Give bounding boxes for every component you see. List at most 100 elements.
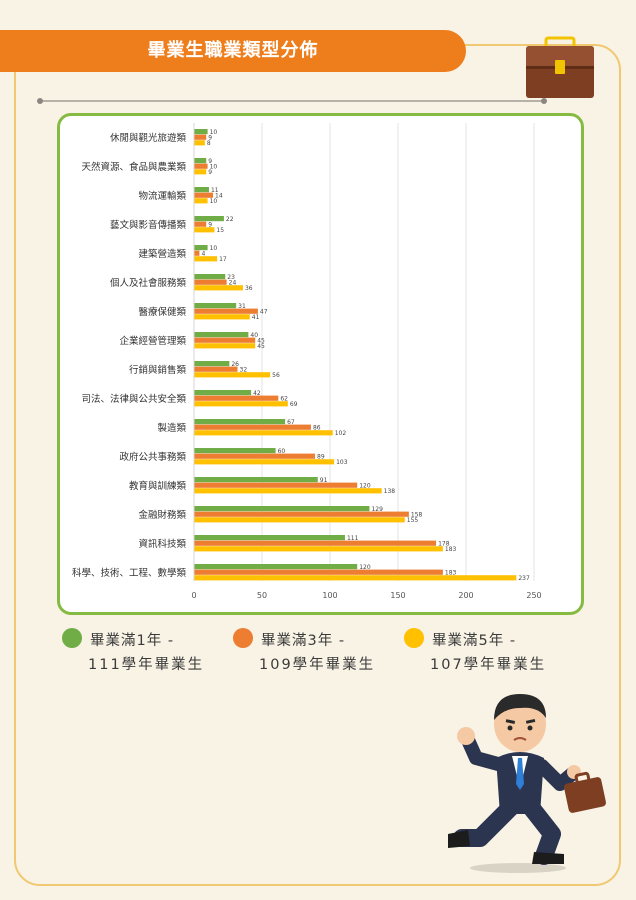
- title-banner: 畢業生職業類型分佈: [0, 30, 466, 72]
- data-label: 36: [245, 285, 253, 292]
- bar: [194, 390, 252, 396]
- page-title: 畢業生職業類型分佈: [147, 40, 319, 61]
- bar: [194, 361, 230, 367]
- data-label: 102: [335, 430, 347, 437]
- data-label: 4: [201, 251, 205, 258]
- bar: [194, 506, 370, 512]
- data-label: 14: [215, 193, 223, 200]
- data-label: 155: [407, 517, 419, 524]
- bar: [194, 245, 208, 251]
- bar: [194, 256, 218, 262]
- bar-chart: 0 50 100 150 200 250休閒與觀光旅遊類1098天然資源、食品與農業類91…: [72, 123, 542, 600]
- legend-swatch-yellow: [404, 628, 424, 648]
- category-label: 物流運輸類: [138, 190, 186, 202]
- data-label: 237: [518, 575, 530, 582]
- bar: [194, 227, 215, 233]
- data-label: 89: [317, 454, 325, 461]
- data-label: 158: [411, 512, 423, 519]
- data-label: 45: [257, 338, 265, 345]
- data-label: 31: [238, 303, 246, 310]
- data-label: 183: [445, 570, 457, 577]
- bar: [194, 187, 209, 193]
- bar: [194, 303, 237, 309]
- data-label: 45: [257, 343, 265, 350]
- data-label: 178: [438, 541, 450, 548]
- category-label: 政府公共事務類: [119, 451, 186, 463]
- data-label: 183: [445, 546, 457, 553]
- x-tick-label: 100: [322, 591, 337, 600]
- category-label: 建築營造類: [138, 248, 186, 260]
- data-label: 26: [231, 361, 239, 368]
- bar: [194, 488, 382, 494]
- bar: [194, 419, 286, 425]
- data-label: 120: [359, 564, 371, 571]
- bar: [194, 314, 250, 320]
- data-label: 10: [210, 129, 218, 136]
- bar: [194, 158, 207, 164]
- bar: [194, 279, 227, 285]
- bar: [194, 129, 208, 135]
- bar: [194, 372, 271, 378]
- legend-sublabel: 107學年畢業生: [430, 657, 547, 673]
- bar: [194, 366, 238, 372]
- bar: [194, 250, 200, 256]
- data-label: 9: [208, 222, 212, 229]
- data-label: 56: [272, 372, 280, 379]
- data-label: 67: [287, 419, 295, 426]
- bar: [194, 540, 437, 546]
- data-label: 17: [219, 256, 227, 263]
- data-label: 9: [208, 169, 212, 176]
- data-label: 129: [371, 506, 383, 513]
- data-label: 10: [210, 198, 218, 205]
- legend-label: 畢業滿5年 -: [432, 633, 517, 649]
- data-label: 23: [227, 274, 235, 281]
- bar: [194, 517, 405, 523]
- bar: [194, 134, 207, 140]
- x-tick-label: 0: [191, 591, 196, 600]
- legend-swatch-orange: [233, 628, 253, 648]
- bar: [194, 477, 318, 483]
- category-label: 醫療保健類: [138, 306, 186, 318]
- data-label: 9: [208, 158, 212, 165]
- data-label: 91: [320, 477, 328, 484]
- data-label: 111: [347, 535, 359, 542]
- category-label: 藝文與影音傳播類: [110, 219, 187, 231]
- data-label: 103: [336, 459, 348, 466]
- data-label: 41: [252, 314, 260, 321]
- data-label: 11: [211, 187, 219, 194]
- divider-dot-left: [37, 98, 43, 104]
- bar: [194, 216, 224, 222]
- bar: [194, 169, 207, 175]
- bar: [194, 332, 249, 338]
- legend-sublabel: 111學年畢業生: [88, 657, 205, 673]
- bar: [194, 140, 205, 146]
- bar: [194, 163, 208, 169]
- x-tick-label: 150: [390, 591, 405, 600]
- category-label: 製造類: [157, 422, 186, 434]
- running-businessman-illustration: [448, 694, 606, 873]
- bar: [194, 401, 288, 407]
- bar: [194, 448, 276, 454]
- data-label: 15: [216, 227, 224, 234]
- legend-sublabel: 109學年畢業生: [259, 657, 376, 673]
- chart-panel: [57, 113, 584, 615]
- data-label: 138: [384, 488, 396, 495]
- data-label: 22: [226, 216, 234, 223]
- bar: [194, 575, 517, 581]
- legend-label: 畢業滿1年 -: [90, 633, 175, 649]
- data-label: 62: [280, 396, 288, 403]
- bar: [194, 424, 311, 430]
- bar: [194, 274, 226, 280]
- category-label: 企業經營管理類: [119, 335, 186, 347]
- data-label: 42: [253, 390, 261, 397]
- bar: [194, 192, 214, 198]
- category-label: 資訊科技類: [138, 538, 186, 550]
- category-label: 教育與訓練類: [129, 480, 187, 492]
- bar: [194, 285, 243, 291]
- x-tick-label: 250: [526, 591, 541, 600]
- category-label: 休閒與觀光旅遊類: [110, 132, 187, 144]
- bar: [194, 511, 409, 517]
- bar: [194, 453, 316, 459]
- bar: [194, 337, 256, 343]
- data-label: 60: [278, 448, 286, 455]
